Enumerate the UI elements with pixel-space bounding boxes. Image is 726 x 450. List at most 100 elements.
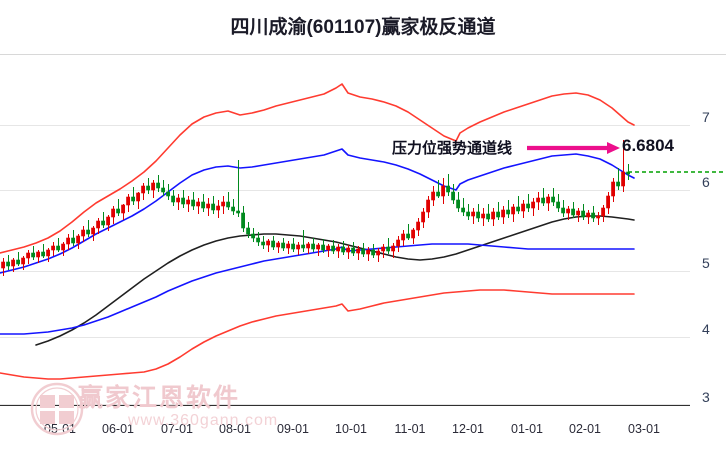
candle-body bbox=[531, 201, 536, 209]
candle-body bbox=[191, 199, 196, 207]
candle-body bbox=[466, 211, 471, 217]
candle-body bbox=[106, 216, 111, 226]
candle-body bbox=[591, 212, 596, 219]
candle-body bbox=[181, 197, 186, 205]
x-axis-label-12-01: 12-01 bbox=[452, 422, 484, 436]
candle-body bbox=[16, 259, 21, 265]
x-axis-label-01-01: 01-01 bbox=[511, 422, 543, 436]
candle-body bbox=[281, 242, 286, 249]
candle-body bbox=[556, 201, 561, 209]
candle-body bbox=[536, 197, 541, 203]
x-axis-label-02-01: 02-01 bbox=[569, 422, 601, 436]
plot-area[interactable] bbox=[0, 54, 726, 406]
candle-body bbox=[51, 245, 56, 251]
x-axis-label-10-01: 10-01 bbox=[335, 422, 367, 436]
candle-body bbox=[616, 181, 621, 187]
candle-body bbox=[336, 246, 341, 252]
candle-body bbox=[326, 245, 331, 251]
candle-body bbox=[216, 205, 221, 211]
candle-body bbox=[566, 208, 571, 214]
candle-body bbox=[571, 208, 576, 216]
candle-body bbox=[311, 243, 316, 250]
candle-body bbox=[366, 249, 371, 255]
candle-body bbox=[226, 201, 231, 208]
annotation-arrow-head bbox=[607, 142, 620, 154]
candle-body bbox=[101, 220, 106, 226]
candle-body bbox=[611, 181, 616, 197]
candle-body bbox=[371, 249, 376, 256]
candle-body bbox=[426, 199, 431, 213]
candle-body bbox=[291, 243, 296, 250]
y-axis-label-4: 4 bbox=[702, 321, 710, 337]
candle-body bbox=[361, 248, 366, 255]
candle-body bbox=[61, 243, 66, 251]
candle-body bbox=[231, 206, 236, 212]
candle-body bbox=[141, 185, 146, 194]
chart-canvas bbox=[0, 54, 726, 406]
candle-body bbox=[511, 206, 516, 215]
resistance-channel-annotation: 压力位强势通道线 bbox=[392, 140, 513, 157]
candle-body bbox=[116, 208, 121, 214]
candle-body bbox=[521, 203, 526, 212]
candle-body bbox=[356, 248, 361, 254]
candle-body bbox=[11, 259, 16, 267]
candle-body bbox=[506, 209, 511, 215]
candle-body bbox=[486, 213, 491, 220]
current-price-label: 6.6804 bbox=[622, 136, 674, 155]
candle-body bbox=[156, 182, 161, 189]
x-axis-label-08-01: 08-01 bbox=[219, 422, 251, 436]
candle-body bbox=[581, 210, 586, 218]
candle-body bbox=[21, 257, 26, 265]
candle-body bbox=[501, 209, 506, 218]
candle-body bbox=[471, 211, 476, 217]
candle-body bbox=[306, 243, 311, 249]
candle-body bbox=[341, 246, 346, 253]
candle-body bbox=[601, 207, 606, 217]
candle-body bbox=[481, 213, 486, 219]
candle-body bbox=[406, 233, 411, 239]
candle-body bbox=[41, 251, 46, 257]
candle-body bbox=[351, 247, 356, 254]
candle-body bbox=[171, 195, 176, 203]
candle-body bbox=[321, 244, 326, 251]
series-upper-red-band bbox=[0, 83, 635, 254]
candle-body bbox=[1, 261, 6, 269]
candle-body bbox=[421, 211, 426, 223]
candle-body bbox=[546, 196, 551, 204]
candle-body bbox=[236, 210, 241, 214]
candle-body bbox=[316, 244, 321, 250]
candle-body bbox=[576, 210, 581, 216]
candle-body bbox=[586, 212, 591, 218]
candle-body bbox=[201, 201, 206, 209]
candle-body bbox=[206, 203, 211, 209]
candle-body bbox=[186, 199, 191, 205]
candle-body bbox=[196, 201, 201, 207]
candle-body bbox=[491, 211, 496, 220]
candle-body bbox=[376, 250, 381, 256]
candle-body bbox=[346, 247, 351, 253]
candle-body bbox=[111, 208, 116, 218]
candle-body bbox=[221, 201, 226, 207]
candle-body bbox=[446, 185, 451, 193]
candle-body bbox=[211, 203, 216, 211]
candle-body bbox=[166, 191, 171, 197]
candle-body bbox=[241, 212, 246, 229]
candle-body bbox=[541, 197, 546, 204]
candle-body bbox=[441, 185, 446, 197]
candle-body bbox=[456, 199, 461, 209]
candle-body bbox=[416, 221, 421, 231]
candle-body bbox=[621, 171, 626, 187]
candle-body bbox=[331, 245, 336, 252]
candle-body bbox=[26, 252, 31, 259]
x-axis-label-05-01: 05-01 bbox=[44, 422, 76, 436]
x-axis-label-03-01: 03-01 bbox=[628, 422, 660, 436]
candle-body bbox=[121, 204, 126, 214]
candle-body bbox=[386, 246, 391, 252]
candle-body bbox=[276, 242, 281, 248]
candle-body bbox=[381, 246, 386, 252]
y-axis-label-6: 6 bbox=[702, 174, 710, 190]
candle-body bbox=[131, 196, 136, 202]
candle-body bbox=[266, 240, 271, 246]
x-axis-label-07-01: 07-01 bbox=[161, 422, 193, 436]
